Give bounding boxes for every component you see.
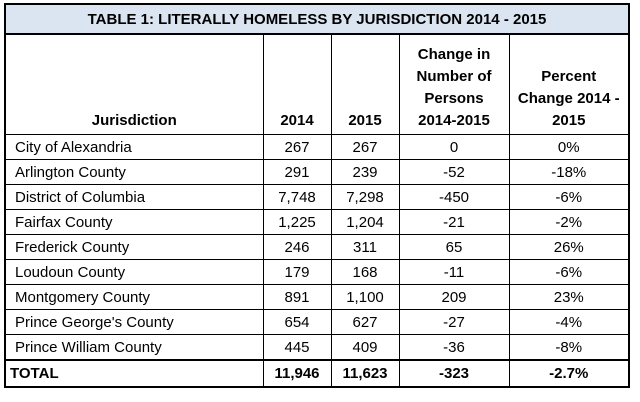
table-row: District of Columbia 7,748 7,298 -450 -6% [4, 184, 630, 210]
cell-2015: 627 [330, 309, 400, 335]
header-2014: 2014 [262, 33, 332, 135]
table-row: Montgomery County 891 1,100 209 23% [4, 284, 630, 310]
cell-change: -52 [398, 159, 510, 185]
header-change-line: Change in [417, 46, 491, 63]
cell-jurisdiction: Prince William County [4, 334, 264, 361]
table-row: Loudoun County 179 168 -11 -6% [4, 259, 630, 285]
cell-percent: 0% [508, 134, 630, 160]
cell-change: -450 [398, 184, 510, 210]
cell-percent: -18% [508, 159, 630, 185]
cell-2015: 409 [330, 334, 400, 361]
cell-jurisdiction: Montgomery County [4, 284, 264, 310]
cell-jurisdiction: Loudoun County [4, 259, 264, 285]
cell-change: -36 [398, 334, 510, 361]
table-row: Fairfax County 1,225 1,204 -21 -2% [4, 209, 630, 235]
cell-percent: 26% [508, 234, 630, 260]
cell-2015: 311 [330, 234, 400, 260]
header-jurisdiction: Jurisdiction [4, 33, 264, 135]
cell-2014: 445 [262, 334, 332, 361]
cell-2015: 267 [330, 134, 400, 160]
cell-2014: 1,225 [262, 209, 332, 235]
cell-2014: 291 [262, 159, 332, 185]
total-row: TOTAL 11,946 11,623 -323 -2.7% [4, 359, 630, 388]
cell-percent: -8% [508, 334, 630, 361]
header-change: Change in Number of Persons 2014-2015 [398, 33, 510, 135]
table-body: City of Alexandria 267 267 0 0% Arlington Co… [4, 134, 630, 388]
cell-jurisdiction: City of Alexandria [4, 134, 264, 160]
cell-2014: 891 [262, 284, 332, 310]
cell-change: 209 [398, 284, 510, 310]
cell-total-2015: 11,623 [330, 359, 400, 388]
header-2015: 2015 [330, 33, 400, 135]
table-row: Prince George's County 654 627 -27 -4% [4, 309, 630, 335]
cell-jurisdiction: Frederick County [4, 234, 264, 260]
cell-change: -27 [398, 309, 510, 335]
header-percent-line: Percent [541, 68, 597, 85]
cell-percent: -6% [508, 259, 630, 285]
cell-2014: 654 [262, 309, 332, 335]
cell-jurisdiction: Arlington County [4, 159, 264, 185]
cell-2015: 1,204 [330, 209, 400, 235]
header-change-line: Number of [416, 68, 492, 85]
table-title: TABLE 1: LITERALLY HOMELESS BY JURISDICT… [4, 3, 630, 35]
cell-jurisdiction: Prince George's County [4, 309, 264, 335]
cell-2014: 179 [262, 259, 332, 285]
cell-2015: 239 [330, 159, 400, 185]
cell-total-percent: -2.7% [508, 359, 630, 388]
cell-jurisdiction: Fairfax County [4, 209, 264, 235]
cell-percent: -6% [508, 184, 630, 210]
header-percent-line: Change 2014 - [517, 90, 620, 107]
cell-2015: 1,100 [330, 284, 400, 310]
table-row: Frederick County 246 311 65 26% [4, 234, 630, 260]
cell-jurisdiction: District of Columbia [4, 184, 264, 210]
table-row: City of Alexandria 267 267 0 0% [4, 134, 630, 160]
cell-change: -21 [398, 209, 510, 235]
cell-total-label: TOTAL [4, 359, 264, 388]
header-percent: Percent Change 2014 - 2015 [508, 33, 630, 135]
header-change-line: Persons [424, 90, 484, 107]
cell-change: 0 [398, 134, 510, 160]
cell-2014: 267 [262, 134, 332, 160]
cell-2014: 7,748 [262, 184, 332, 210]
header-row: Jurisdiction 2014 2015 Change in Number … [4, 33, 630, 135]
homeless-table: TABLE 1: LITERALLY HOMELESS BY JURISDICT… [4, 3, 630, 388]
cell-change: 65 [398, 234, 510, 260]
table-row: Arlington County 291 239 -52 -18% [4, 159, 630, 185]
cell-percent: 23% [508, 284, 630, 310]
header-change-line: 2014-2015 [418, 112, 490, 129]
cell-2014: 246 [262, 234, 332, 260]
cell-2015: 7,298 [330, 184, 400, 210]
cell-percent: -4% [508, 309, 630, 335]
cell-total-change: -323 [398, 359, 510, 388]
cell-change: -11 [398, 259, 510, 285]
header-percent-line: 2015 [552, 112, 586, 129]
cell-2015: 168 [330, 259, 400, 285]
cell-total-2014: 11,946 [262, 359, 332, 388]
table-row: Prince William County 445 409 -36 -8% [4, 334, 630, 361]
cell-percent: -2% [508, 209, 630, 235]
